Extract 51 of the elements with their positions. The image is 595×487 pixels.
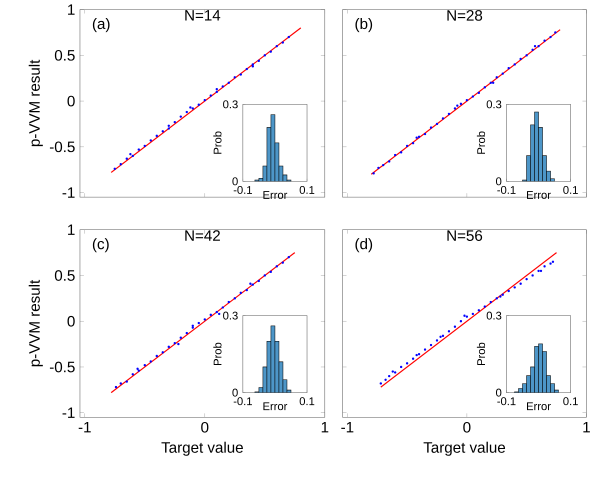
y-axis-title: Prob [476,342,486,365]
x-tick-label: 1 [322,422,328,432]
y-axis-title: Prob [213,131,222,154]
x-tick-label: -0.1 [497,397,516,405]
x-tick-label: -1 [78,422,91,432]
x-axis-title: Target value [161,442,243,456]
x-tick-label: 0 [463,422,470,432]
y-tick-label: 0 [68,96,75,106]
annotation: (c) [92,238,109,252]
y-tick-label: 1 [68,4,75,15]
y-tick-label: 0.5 [54,270,75,281]
y-axis-title: p-VVM result [28,280,43,366]
y-tick-label: 0.3 [486,100,502,108]
x-tick-label: 0.1 [300,397,314,405]
y-tick-label: 0.3 [223,100,238,108]
y-tick-label: 0 [496,388,502,396]
chart-title: N=28 [447,10,482,21]
y-tick-label: 0.3 [486,311,502,320]
y-axis-title: p-VVM result [28,60,43,146]
y-tick-label: -0.5 [50,141,75,152]
y-axis-title: Prob [213,342,222,365]
x-tick-label: 0.1 [300,186,314,194]
annotation: (a) [92,18,110,32]
x-tick-label: 0 [201,422,208,432]
y-axis-title: Prob [476,131,486,154]
x-axis-title: Error [527,402,551,410]
y-tick-label: 0.5 [54,50,75,60]
x-axis-title: Error [527,190,551,199]
annotation: (b) [355,18,372,32]
x-tick-label: -0.1 [234,186,252,194]
x-axis-title: Error [263,402,288,410]
x-tick-label: 1 [583,422,590,432]
annotation: (d) [355,238,372,252]
y-tick-label: -1 [62,407,75,418]
x-axis-title: Target value [424,442,506,456]
chart-title: N=42 [185,230,220,241]
x-tick-label: 0.1 [563,397,578,405]
y-tick-label: 0 [68,316,75,326]
y-tick-label: 0.3 [223,311,238,320]
y-tick-label: 0 [232,388,238,396]
x-axis-title: Error [263,190,288,199]
y-tick-label: 1 [68,224,75,235]
y-tick-label: 0 [232,177,238,186]
chart-title: N=56 [447,230,482,241]
x-tick-label: -0.1 [497,186,516,194]
chart-title: N=14 [185,10,220,20]
x-tick-label: -1 [341,422,354,432]
x-tick-label: -0.1 [234,397,252,405]
y-tick-label: -0.5 [50,361,75,372]
y-tick-label: 0 [496,177,502,186]
x-tick-label: 0.1 [563,186,578,194]
